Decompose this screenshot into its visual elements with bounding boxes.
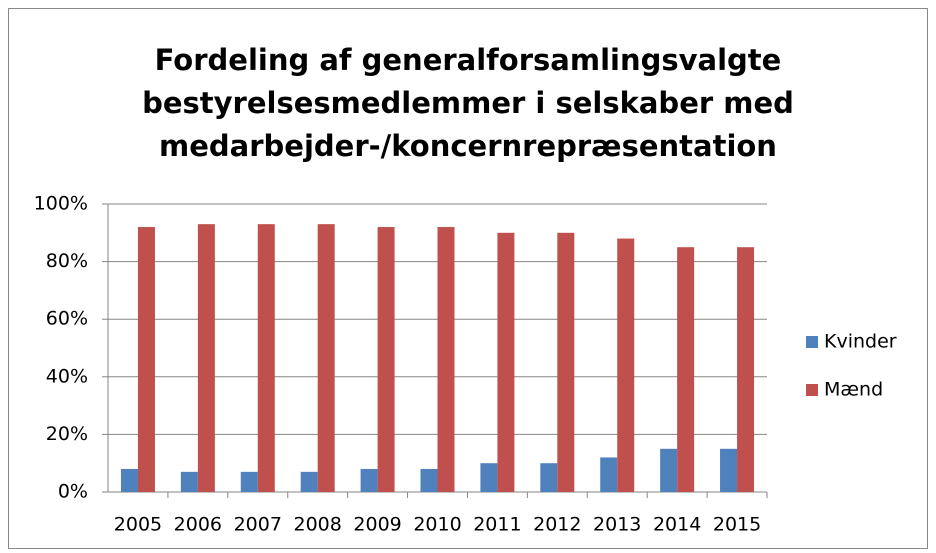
x-tick-label: 2013 bbox=[593, 514, 641, 536]
bar bbox=[137, 227, 155, 493]
y-tick-label: 0% bbox=[58, 481, 88, 503]
legend-label: Mænd bbox=[824, 379, 883, 401]
x-tick-label: 2006 bbox=[174, 514, 222, 536]
bar bbox=[180, 471, 198, 492]
x-tick-label: 2007 bbox=[234, 514, 282, 536]
y-tick-label: 20% bbox=[46, 423, 88, 445]
bar bbox=[437, 227, 455, 493]
x-tick-label: 2009 bbox=[353, 514, 401, 536]
bar bbox=[677, 247, 695, 492]
bar bbox=[420, 468, 438, 492]
bar bbox=[617, 238, 635, 492]
y-tick-label: 80% bbox=[46, 250, 88, 272]
legend-swatch bbox=[806, 384, 818, 396]
x-tick-label: 2012 bbox=[533, 514, 581, 536]
bar bbox=[300, 471, 318, 492]
bar bbox=[557, 232, 575, 493]
bar bbox=[660, 448, 678, 492]
x-tick-label: 2015 bbox=[713, 514, 761, 536]
legend-label: Kvinder bbox=[824, 331, 897, 353]
bar bbox=[120, 468, 138, 492]
bar bbox=[240, 471, 258, 492]
y-tick-label: 60% bbox=[46, 308, 88, 330]
bar bbox=[317, 224, 335, 492]
bar bbox=[377, 227, 395, 493]
x-tick-label: 2010 bbox=[413, 514, 461, 536]
bar bbox=[720, 448, 738, 492]
x-tick-label: 2014 bbox=[653, 514, 701, 536]
y-tick-label: 40% bbox=[46, 365, 88, 387]
bar bbox=[257, 224, 275, 492]
chart-title: medarbejder-/koncernrepræsentation bbox=[159, 129, 777, 163]
bar bbox=[480, 463, 498, 492]
bar bbox=[497, 232, 515, 493]
bar bbox=[600, 457, 618, 492]
chart-title: bestyrelsesmedlemmer i selskaber med bbox=[142, 86, 794, 120]
y-tick-label: 100% bbox=[34, 193, 88, 215]
legend-swatch bbox=[806, 336, 818, 348]
chart-title: Fordeling af generalforsamlingsvalgte bbox=[155, 43, 782, 77]
bar bbox=[197, 224, 215, 492]
x-tick-label: 2008 bbox=[294, 514, 342, 536]
chart-frame bbox=[8, 8, 928, 549]
x-tick-label: 2005 bbox=[114, 514, 162, 536]
bar bbox=[540, 463, 558, 492]
x-tick-label: 2011 bbox=[473, 514, 521, 536]
bar bbox=[737, 247, 755, 492]
bar bbox=[360, 468, 378, 492]
